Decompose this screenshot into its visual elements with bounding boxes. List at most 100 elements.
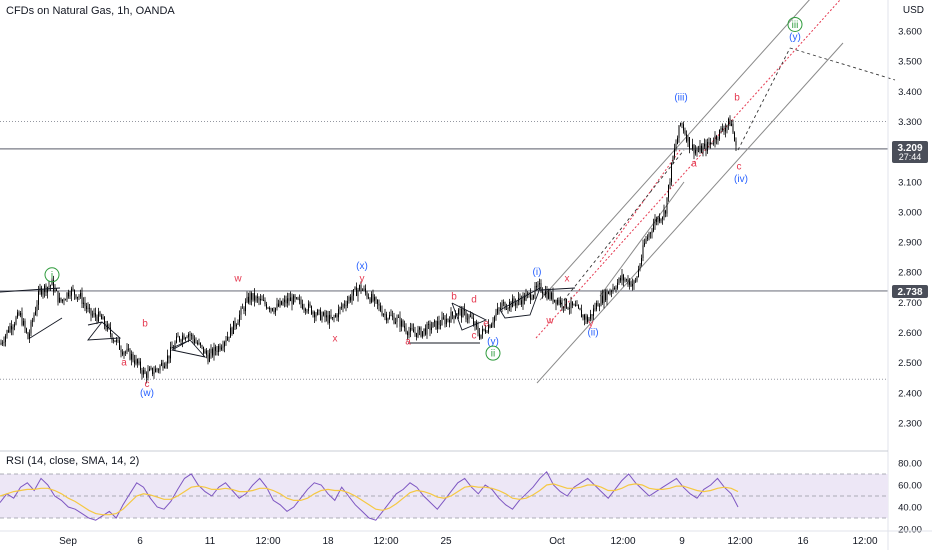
candle-body [60, 297, 62, 302]
time-tick-label: Oct [549, 536, 565, 547]
candle-body [9, 325, 11, 333]
candle-body [245, 301, 246, 312]
candle-body [414, 332, 416, 334]
horizontal-levels [0, 120, 888, 380]
candle-body [234, 320, 236, 327]
candle-body [353, 289, 354, 296]
candle-body [119, 340, 120, 350]
candle-body [116, 339, 117, 342]
candle-body [308, 303, 309, 311]
pattern-line [29, 317, 63, 339]
wave-label: c [472, 331, 477, 342]
candle-body [500, 307, 501, 309]
candle-body [627, 279, 629, 285]
candle-body [645, 238, 647, 244]
candle-body [588, 318, 590, 323]
candle-body [359, 285, 360, 290]
candle-body [15, 317, 17, 325]
candle-body [711, 142, 713, 144]
candle-body [450, 312, 452, 323]
candle-body [456, 314, 458, 316]
candle-body [441, 317, 443, 326]
candle-body [381, 310, 383, 316]
time-axis[interactable]: Sep 6 11 12:00 18 12:00 25 Oct 12:00 9 12:00 16 12:0… [59, 536, 878, 547]
candle-body [491, 324, 492, 328]
candle-body [41, 287, 42, 295]
candle-body [183, 335, 185, 340]
candle-body [48, 286, 50, 288]
candle-body [131, 353, 132, 360]
candle-body [275, 308, 276, 313]
price-tick-label: 3.500 [898, 57, 922, 68]
candle-body [8, 330, 9, 333]
candle-body [68, 292, 69, 297]
candle-body [59, 297, 60, 303]
candle-body [263, 300, 264, 301]
channel-lower-line [536, 42, 844, 384]
candle-body [725, 127, 726, 132]
candle-body [734, 132, 735, 142]
candle-body [74, 289, 75, 295]
candle-body [309, 303, 311, 307]
candle-body [362, 289, 363, 291]
candle-body [203, 346, 204, 354]
candle-body [423, 328, 425, 332]
candle-body [201, 345, 203, 347]
candle-body [260, 298, 261, 301]
candle-body [600, 295, 602, 306]
candle-body [345, 305, 347, 307]
candle-body [471, 316, 473, 319]
candle-body [698, 150, 699, 152]
candle-body [342, 304, 344, 308]
candle-body [287, 298, 288, 304]
candle-body [350, 297, 351, 301]
candle-body [191, 334, 192, 336]
candle-body [650, 232, 651, 234]
candle-body [242, 307, 243, 309]
wave-label: (x) [356, 261, 368, 272]
currency-label[interactable]: USD [902, 5, 924, 16]
candle-body [0, 342, 2, 345]
candle-body [486, 332, 488, 333]
candle-body [687, 137, 689, 142]
channel-upper-line [539, 0, 810, 301]
candle-body [290, 297, 291, 302]
price-axis[interactable]: 3.600 3.500 3.400 3.300 3.100 3.000 2.900 2.800… [898, 27, 922, 430]
candle-body [297, 297, 299, 300]
candle-body [42, 291, 44, 295]
candle-body [224, 342, 225, 347]
rsi-title[interactable]: RSI (14, close, SMA, 14, 2) [6, 455, 140, 467]
candle-body [422, 331, 423, 337]
candle-body [566, 298, 567, 308]
rsi-axis[interactable]: 80.00 60.00 40.00 20.00 [898, 459, 922, 536]
candle-body [681, 123, 683, 125]
level-badge: 2.738 [892, 285, 928, 298]
candle-body [281, 301, 282, 305]
candle-body [323, 312, 324, 316]
candle-body [692, 144, 693, 149]
candle-body [660, 219, 662, 222]
rsi-sma-line [0, 483, 739, 516]
candle-body [657, 217, 659, 222]
candle-body [2, 342, 3, 344]
candle-body [426, 323, 428, 335]
candle-body [572, 301, 573, 306]
wave-label: a [691, 159, 697, 170]
candle-body [458, 309, 459, 315]
wave-label: i [51, 270, 53, 281]
candle-body [246, 296, 248, 302]
time-tick-label: 11 [205, 536, 216, 547]
candle-body [264, 300, 266, 305]
candle-body [56, 289, 57, 291]
chart-title[interactable]: CFDs on Natural Gas, 1h, OANDA [6, 5, 175, 17]
candle-body [143, 370, 144, 375]
candle-body [249, 293, 251, 303]
triangle-pattern [451, 302, 488, 331]
candle-body [419, 327, 420, 330]
candle-body [3, 341, 5, 343]
candle-body [720, 128, 722, 130]
candle-body [659, 217, 660, 222]
candle-body [393, 316, 395, 324]
candle-body [470, 315, 471, 317]
